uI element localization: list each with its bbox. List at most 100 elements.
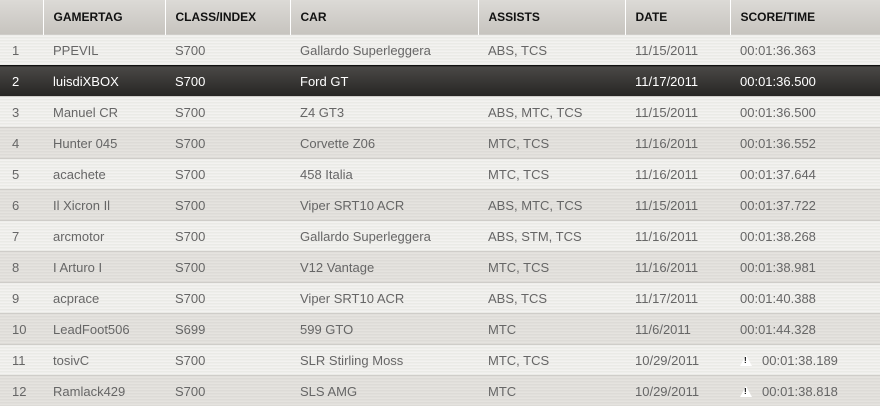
column-header-assists[interactable]: ASSISTS xyxy=(477,0,625,35)
rank-text: 11 xyxy=(12,352,26,368)
table-row[interactable]: 8 I Arturo I S700 V12 Vantage MTC, TCS 11/16/… xyxy=(0,251,880,283)
cell-gamertag: I Arturo I xyxy=(43,251,165,283)
column-header-gamertag[interactable]: GAMERTAG xyxy=(42,0,165,35)
class-text: S699 xyxy=(175,321,206,337)
cell-gamertag: acprace xyxy=(43,282,165,314)
cell-car: Ford GT xyxy=(290,65,478,97)
cell-score-time: 00:01:36.500 xyxy=(730,65,880,97)
cell-class: S700 xyxy=(165,344,290,376)
date-text: 11/16/2011 xyxy=(635,259,699,275)
column-header-score-time[interactable]: SCORE/TIME xyxy=(729,0,880,35)
gamertag-text: LeadFoot506 xyxy=(53,321,130,337)
car-text: SLS AMG xyxy=(300,383,358,399)
cell-score-time: 00:01:38.268 xyxy=(730,220,880,252)
rank-text: 2 xyxy=(12,73,20,89)
score-time-text: 00:01:38.189 xyxy=(762,352,838,368)
cell-assists xyxy=(478,65,625,97)
class-text: S700 xyxy=(175,383,206,399)
date-text: 11/6/2011 xyxy=(635,321,691,337)
class-text: S700 xyxy=(175,104,206,120)
class-text: S700 xyxy=(175,352,206,368)
cell-rank: 2 xyxy=(0,65,43,97)
cell-class: S699 xyxy=(165,313,290,345)
column-header-rank[interactable] xyxy=(0,0,43,35)
gamertag-text: tosivC xyxy=(53,352,90,368)
cell-class: S700 xyxy=(165,34,290,66)
assists-text: MTC, TCS xyxy=(488,135,550,151)
gamertag-text: acprace xyxy=(53,290,100,306)
table-row[interactable]: 6 Il Xicron Il S700 Viper SRT10 ACR ABS, MTC… xyxy=(0,189,880,221)
cell-date: 11/15/2011 xyxy=(625,189,730,221)
table-row[interactable]: 11 tosivC S700 SLR Stirling Moss MTC, TCS 10/… xyxy=(0,344,880,376)
table-row[interactable]: 5 acachete S700 458 Italia MTC, TCS 11/16/201… xyxy=(0,158,880,190)
table-row[interactable]: 10 LeadFoot506 S699 599 GTO MTC 11/6/2011 00:0… xyxy=(0,313,880,345)
cell-score-time: 00:01:37.722 xyxy=(730,189,880,221)
cell-gamertag: luisdiXBOX xyxy=(43,65,165,97)
cell-assists: ABS, MTC, TCS xyxy=(478,189,625,221)
cell-assists: ABS, STM, TCS xyxy=(478,220,625,252)
score-time-text: 00:01:44.328 xyxy=(740,321,816,337)
cell-date: 11/17/2011 xyxy=(625,65,730,97)
cell-class: S700 xyxy=(165,282,290,314)
car-text: Gallardo Superleggera xyxy=(300,228,431,244)
cell-car: SLS AMG xyxy=(290,375,478,406)
cell-rank: 11 xyxy=(0,344,43,376)
cell-car: Gallardo Superleggera xyxy=(290,220,478,252)
cell-car: Viper SRT10 ACR xyxy=(290,282,478,314)
table-row[interactable]: 9 acprace S700 Viper SRT10 ACR ABS, TCS 11/17… xyxy=(0,282,880,314)
cell-gamertag: PPEVIL xyxy=(43,34,165,66)
car-text: Ford GT xyxy=(300,73,349,89)
column-header-car[interactable]: CAR xyxy=(289,0,478,35)
class-text: S700 xyxy=(175,73,206,89)
cell-car: 458 Italia xyxy=(290,158,478,190)
cell-date: 11/16/2011 xyxy=(625,251,730,283)
cell-car: Corvette Z06 xyxy=(290,127,478,159)
score-time-text: 00:01:36.552 xyxy=(740,135,816,151)
cell-date: 10/29/2011 xyxy=(625,375,730,406)
table-row[interactable]: 12 Ramlack429 S700 SLS AMG MTC 10/29/2011 00:0… xyxy=(0,375,880,406)
assists-text: MTC, TCS xyxy=(488,166,550,182)
cell-assists: ABS, TCS xyxy=(478,34,625,66)
date-text: 11/16/2011 xyxy=(635,135,699,151)
date-text: 11/17/2011 xyxy=(635,290,699,306)
table-row[interactable]: 7 arcmotor S700 Gallardo Superleggera ABS, S… xyxy=(0,220,880,252)
cell-car: Z4 GT3 xyxy=(290,96,478,128)
class-text: S700 xyxy=(175,290,206,306)
gamertag-text: Il Xicron Il xyxy=(53,197,111,213)
table-row[interactable]: 3 Manuel CR S700 Z4 GT3 ABS, MTC, TCS 11/15/2… xyxy=(0,96,880,128)
cell-assists: ABS, MTC, TCS xyxy=(478,96,625,128)
class-text: S700 xyxy=(175,228,206,244)
gamertag-text: PPEVIL xyxy=(53,42,99,58)
score-time-text: 00:01:37.722 xyxy=(740,197,816,213)
column-header-class[interactable]: CLASS/INDEX xyxy=(164,0,290,35)
table-row[interactable]: 1 PPEVIL S700 Gallardo Superleggera ABS, TCS… xyxy=(0,34,880,66)
cell-score-time: 00:01:36.363 xyxy=(730,34,880,66)
date-text: 11/16/2011 xyxy=(635,166,699,182)
car-text: Gallardo Superleggera xyxy=(300,42,431,58)
cell-date: 11/16/2011 xyxy=(625,220,730,252)
table-row[interactable]: 4 Hunter 045 S700 Corvette Z06 MTC, TCS 11/16… xyxy=(0,127,880,159)
class-text: S700 xyxy=(175,135,206,151)
date-text: 10/29/2011 xyxy=(635,352,700,368)
rank-text: 4 xyxy=(12,135,20,151)
cell-rank: 6 xyxy=(0,189,43,221)
rank-text: 3 xyxy=(12,104,20,120)
gamertag-text: luisdiXBOX xyxy=(53,73,119,89)
assists-text: ABS, TCS xyxy=(488,290,548,306)
class-text: S700 xyxy=(175,166,206,182)
car-text: Corvette Z06 xyxy=(300,135,376,151)
date-text: 11/17/2011 xyxy=(635,73,699,89)
table-row[interactable]: 2 luisdiXBOX S700 Ford GT 11/17/2011 00:01:36… xyxy=(0,65,880,97)
score-time-text: 00:01:36.363 xyxy=(740,42,816,58)
gamertag-text: acachete xyxy=(53,166,106,182)
cell-assists: MTC xyxy=(478,313,625,345)
column-header-date[interactable]: DATE xyxy=(624,0,730,35)
rank-text: 5 xyxy=(12,166,20,182)
assists-text: ABS, MTC, TCS xyxy=(488,197,583,213)
cell-rank: 10 xyxy=(0,313,43,345)
car-text: SLR Stirling Moss xyxy=(300,352,404,368)
cell-class: S700 xyxy=(165,251,290,283)
gamertag-text: Ramlack429 xyxy=(53,383,126,399)
cell-assists: MTC, TCS xyxy=(478,344,625,376)
cell-rank: 9 xyxy=(0,282,43,314)
